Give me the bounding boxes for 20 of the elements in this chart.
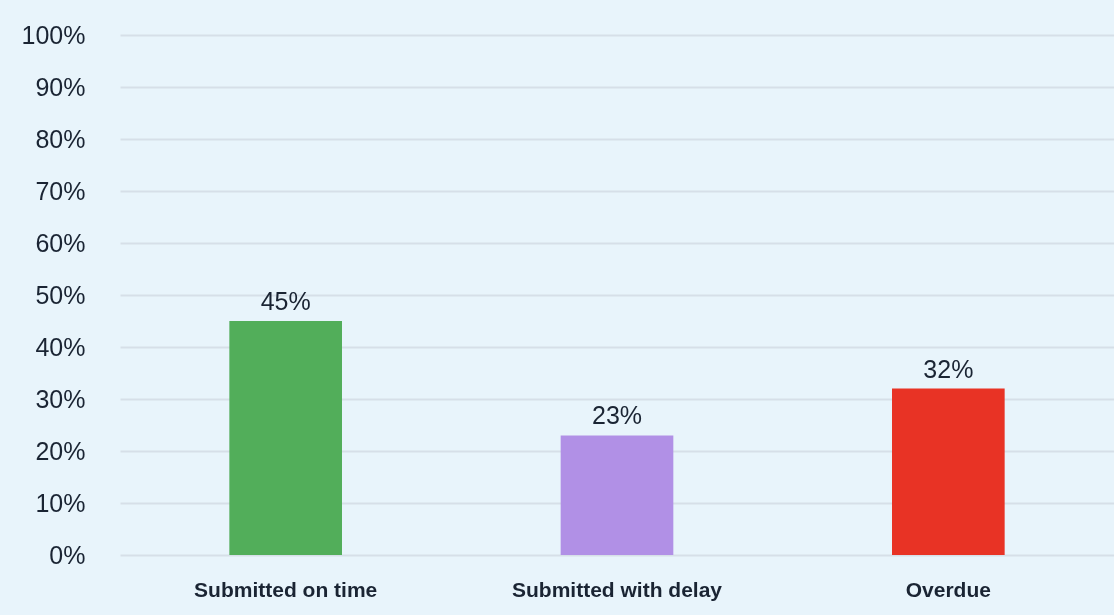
x-tick-label: Overdue	[905, 577, 991, 601]
data-label: 32%	[923, 354, 974, 383]
y-tick-label: 100%	[21, 20, 86, 49]
y-tick-label: 30%	[35, 384, 86, 413]
x-tick-label: Submitted with delay	[511, 577, 723, 601]
y-tick-label: 0%	[49, 540, 86, 569]
y-tick-label: 40%	[35, 332, 86, 361]
bar	[229, 321, 342, 555]
y-tick-label: 70%	[35, 176, 86, 205]
y-tick-label: 20%	[35, 436, 86, 465]
bar	[560, 435, 674, 555]
y-tick-label: 90%	[35, 72, 86, 101]
x-tick-label: Submitted on time	[194, 577, 378, 601]
y-tick-label: 60%	[35, 228, 86, 257]
bar	[892, 388, 1005, 555]
data-label: 45%	[260, 287, 311, 315]
y-tick-label: 80%	[35, 124, 86, 153]
y-tick-label: 50%	[35, 280, 86, 309]
data-label: 23%	[591, 401, 643, 430]
y-tick-label: 10%	[35, 488, 86, 517]
